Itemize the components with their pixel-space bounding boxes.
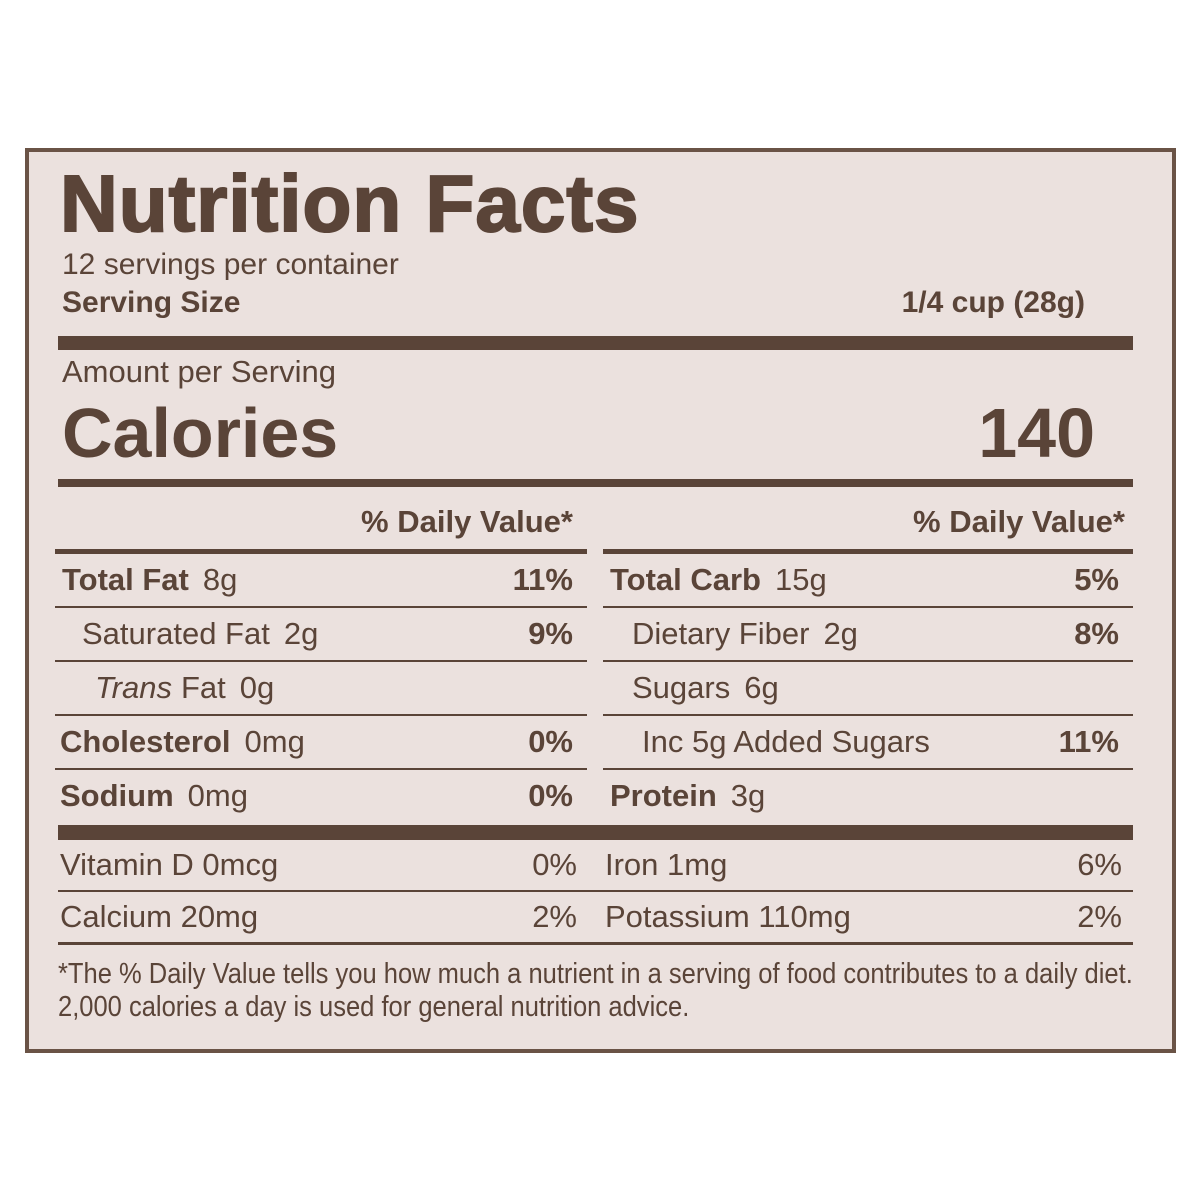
dv-header: % Daily Value* xyxy=(361,504,573,539)
calories-value: 140 xyxy=(978,394,1095,472)
nutrient-dv: 11% xyxy=(512,562,573,597)
vitamin-row: Vitamin D 0mcg 0% Iron 1mg 6% xyxy=(58,839,1133,892)
left-column: Total Fat 8g 11% Saturated Fat 2g 9% Trans Fat 0… xyxy=(55,549,587,822)
nutrient-row: Sodium 0mg 0% xyxy=(55,770,587,822)
nutrient-row: Total Fat 8g 11% xyxy=(55,554,587,608)
nutrient-row: Saturated Fat 2g 9% xyxy=(55,608,587,662)
nutrient-dv: 9% xyxy=(528,616,573,651)
servings: 12 servings per container xyxy=(62,248,399,281)
vitamin-row: Calcium 20mg 2% Potassium 110mg 2% xyxy=(58,891,1133,945)
vitamin-dv: 2% xyxy=(1077,898,1122,934)
vitamin-dv: 2% xyxy=(532,898,577,934)
title: Nutrition Facts xyxy=(59,158,640,249)
nutrient-amount: 15g xyxy=(775,562,827,597)
nutrient-row: Dietary Fiber 2g 8% xyxy=(603,608,1133,662)
nutrition-label xyxy=(25,148,1176,1053)
nutrient-dv: 5% xyxy=(1074,562,1119,597)
amount-per-serving: Amount per Serving xyxy=(62,354,336,389)
nutrient-amount: 8g xyxy=(202,562,238,597)
nutrient-row: Protein 3g xyxy=(603,770,1133,822)
dv-header: % Daily Value* xyxy=(913,504,1125,539)
right-column: Total Carb 15g 5% Dietary Fiber 2g 8% Sugars 6g… xyxy=(603,549,1133,822)
medium-rule xyxy=(58,479,1133,487)
vitamin-name: Iron 1mg xyxy=(605,846,728,882)
nutrient-dv: 0% xyxy=(528,724,573,759)
serving-size-label: Serving Size xyxy=(62,286,241,319)
nutrient-dv: 11% xyxy=(1058,724,1119,759)
nutrient-name: Dietary Fiber xyxy=(632,616,810,651)
nutrient-name: Inc 5g Added Sugars xyxy=(642,724,930,759)
nutrient-row: Sugars 6g xyxy=(603,662,1133,716)
nutrient-amount: 3g xyxy=(730,778,766,813)
nutrient-name: Cholesterol xyxy=(60,724,231,759)
nutrient-amount: 6g xyxy=(744,670,779,705)
vitamin-cell: Calcium 20mg 2% xyxy=(58,899,595,935)
nutrient-name-italic: Trans xyxy=(95,670,172,705)
nutrient-dv: 8% xyxy=(1074,616,1119,651)
nutrient-row: Total Carb 15g 5% xyxy=(603,554,1133,608)
nutrient-name: Sugars xyxy=(632,670,731,705)
vitamin-dv: 6% xyxy=(1077,846,1122,882)
vitamin-dv: 0% xyxy=(532,846,577,882)
serving-size-value: 1/4 cup (28g) xyxy=(901,286,1085,319)
nutrient-name: Fat xyxy=(180,670,226,705)
nutrient-row: Cholesterol 0mg 0% xyxy=(55,716,587,770)
footnote: *The % Daily Value tells you how much a … xyxy=(58,958,1133,1023)
vitamin-cell: Iron 1mg 6% xyxy=(595,847,1132,883)
nutrient-row: Trans Fat 0g xyxy=(55,662,587,716)
vitamin-name: Potassium 110mg xyxy=(605,898,851,934)
nutrient-amount: 0mg xyxy=(244,724,305,759)
nutrient-amount: 2g xyxy=(283,616,319,651)
nutrient-row: Inc 5g Added Sugars 11% xyxy=(603,716,1133,770)
nutrient-name: Total Carb xyxy=(610,562,761,597)
nutrient-amount: 0mg xyxy=(187,778,248,813)
vitamin-cell: Vitamin D 0mcg 0% xyxy=(58,847,595,883)
nutrient-amount: 2g xyxy=(823,616,858,651)
vitamin-name: Vitamin D 0mcg xyxy=(60,846,279,882)
thick-rule xyxy=(58,336,1133,350)
calories-label: Calories xyxy=(62,394,339,472)
nutrient-dv: 0% xyxy=(528,778,573,813)
vitamin-cell: Potassium 110mg 2% xyxy=(595,899,1132,935)
thick-rule xyxy=(58,825,1133,840)
vitamin-name: Calcium 20mg xyxy=(60,898,259,934)
nutrient-name: Protein xyxy=(610,778,717,813)
nutrient-name: Saturated Fat xyxy=(82,616,270,651)
nutrient-name: Total Fat xyxy=(62,562,189,597)
nutrient-amount: 0g xyxy=(239,670,275,705)
nutrient-name: Sodium xyxy=(60,778,174,813)
